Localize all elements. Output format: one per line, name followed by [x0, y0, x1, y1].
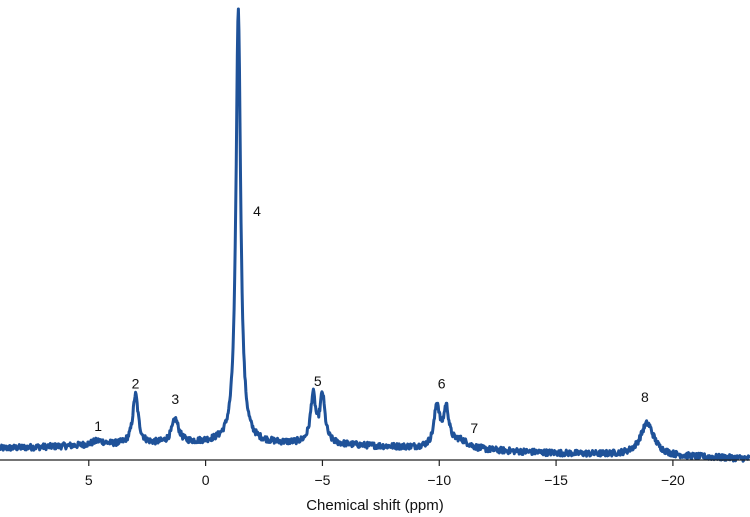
peak-label: 7 — [470, 420, 478, 436]
peak-label: 5 — [314, 373, 322, 389]
x-axis-ticks: 5 0 −5 −10 −15 −20 — [85, 460, 685, 488]
x-tick-label: −15 — [544, 472, 568, 488]
x-tick-label: −5 — [314, 472, 330, 488]
x-tick-label: −20 — [661, 472, 685, 488]
peak-label: 3 — [171, 391, 179, 407]
peak-labels: 1 2 3 4 5 6 7 8 — [94, 203, 649, 436]
x-tick-label: −10 — [427, 472, 451, 488]
x-tick-label: 5 — [85, 472, 93, 488]
peak-label: 8 — [641, 389, 649, 405]
peak-label: 2 — [132, 375, 140, 391]
x-axis-title: Chemical shift (ppm) — [306, 497, 444, 514]
plot-area — [0, 7, 750, 463]
x-tick-label: 0 — [202, 472, 210, 488]
spectrum-line — [0, 7, 750, 463]
peak-label: 4 — [253, 203, 261, 219]
peak-label: 6 — [438, 375, 446, 391]
peak-label: 1 — [94, 418, 102, 434]
